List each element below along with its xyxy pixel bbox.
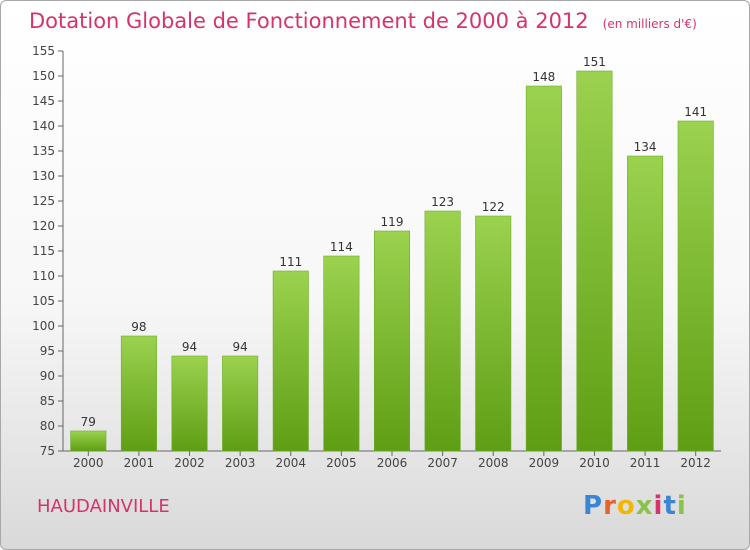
bar-2002 xyxy=(171,355,208,452)
value-label-2003: 94 xyxy=(233,340,248,354)
value-label-2011: 134 xyxy=(634,140,657,154)
x-tick-label-2004: 2004 xyxy=(275,456,306,470)
x-tick-label-2003: 2003 xyxy=(225,456,256,470)
logo-letter: i xyxy=(653,491,664,521)
title-main: Dotation Globale de Fonctionnement de 20… xyxy=(29,9,589,33)
y-tick-label: 90 xyxy=(40,369,55,383)
x-tick-label-2010: 2010 xyxy=(579,456,610,470)
x-tick-label-2011: 2011 xyxy=(630,456,661,470)
x-tick-label-2007: 2007 xyxy=(427,456,458,470)
logo-letter: t xyxy=(663,491,677,521)
x-tick-label-2006: 2006 xyxy=(377,456,408,470)
y-tick-label: 115 xyxy=(32,244,55,258)
value-label-2001: 98 xyxy=(131,320,146,334)
bar-2005 xyxy=(323,255,360,452)
logo-letter: x xyxy=(635,491,654,521)
value-label-2010: 151 xyxy=(583,55,606,69)
value-label-2009: 148 xyxy=(532,70,555,84)
bar-2003 xyxy=(222,355,259,452)
value-label-2007: 123 xyxy=(431,195,454,209)
value-label-2008: 122 xyxy=(482,200,505,214)
x-tick-label-2000: 2000 xyxy=(73,456,104,470)
y-tick-label: 110 xyxy=(32,269,55,283)
x-tick-label-2009: 2009 xyxy=(529,456,560,470)
y-tick-label: 140 xyxy=(32,119,55,133)
y-tick-label: 135 xyxy=(32,144,55,158)
logo-letter: P xyxy=(583,491,604,521)
bar-2010 xyxy=(576,70,613,452)
y-tick-label: 155 xyxy=(32,44,55,58)
y-tick-label: 145 xyxy=(32,94,55,108)
y-tick-label: 95 xyxy=(40,344,55,358)
value-label-2005: 114 xyxy=(330,240,353,254)
y-tick-label: 120 xyxy=(32,219,55,233)
y-tick-label: 125 xyxy=(32,194,55,208)
chart-title: Dotation Globale de Fonctionnement de 20… xyxy=(29,9,697,33)
x-tick-label-2012: 2012 xyxy=(680,456,711,470)
commune-name: HAUDAINVILLE xyxy=(37,496,170,517)
bar-2011 xyxy=(627,155,664,452)
bar-2004 xyxy=(272,270,309,452)
x-tick-label-2001: 2001 xyxy=(124,456,155,470)
bar-2000 xyxy=(70,430,107,452)
y-tick-label: 85 xyxy=(40,394,55,408)
y-tick-label: 80 xyxy=(40,419,55,433)
bar-2007 xyxy=(424,210,461,452)
value-label-2002: 94 xyxy=(182,340,197,354)
logo-letter: i xyxy=(676,491,687,521)
value-label-2006: 119 xyxy=(381,215,404,229)
y-tick-label: 150 xyxy=(32,69,55,83)
bar-2009 xyxy=(525,85,562,452)
logo-letter: r xyxy=(603,491,617,521)
logo-letter: o xyxy=(616,491,636,521)
value-label-2000: 79 xyxy=(81,415,96,429)
bar-2012 xyxy=(677,120,714,452)
y-tick-label: 100 xyxy=(32,319,55,333)
value-label-2004: 111 xyxy=(279,255,302,269)
x-tick-label-2008: 2008 xyxy=(478,456,509,470)
x-tick-label-2002: 2002 xyxy=(174,456,205,470)
value-label-2012: 141 xyxy=(684,105,707,119)
bar-2008 xyxy=(475,215,512,452)
x-tick-label-2005: 2005 xyxy=(326,456,357,470)
title-unit: (en milliers d'€) xyxy=(602,17,697,31)
y-tick-label: 75 xyxy=(40,444,55,458)
bar-2001 xyxy=(120,335,157,452)
bar-2006 xyxy=(373,230,411,452)
y-tick-label: 130 xyxy=(32,169,55,183)
proxiti-logo: Proxiti xyxy=(583,491,687,521)
y-tick-label: 105 xyxy=(32,294,55,308)
